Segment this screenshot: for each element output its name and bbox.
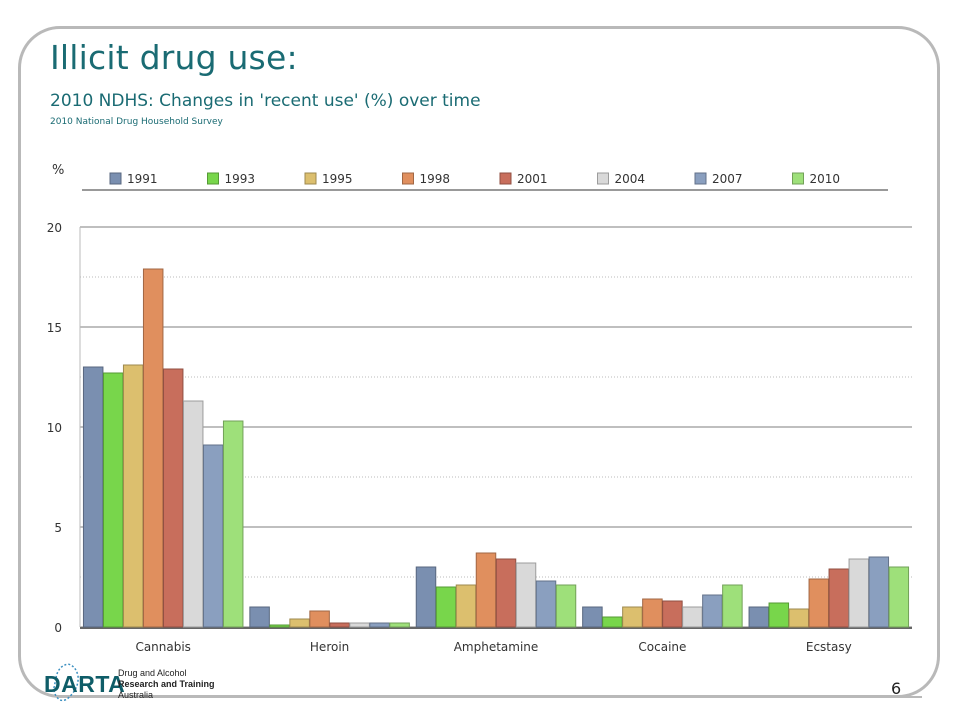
legend-swatch-2004 xyxy=(597,172,609,185)
logo-wordmark: DARTA xyxy=(44,671,126,697)
x-tick-label: Cannabis xyxy=(135,640,191,654)
bar-2004-ecstasy xyxy=(848,558,870,628)
bars xyxy=(82,268,910,628)
bar-2007-amphetamine xyxy=(535,580,557,628)
y-tick-label: 0 xyxy=(54,621,62,635)
bar-2010-heroin xyxy=(389,622,410,628)
legend-label-1998: 1998 xyxy=(420,172,451,186)
source-note: 2010 National Drug Household Survey xyxy=(50,117,223,127)
axis-labels: % 0 5 10 15 20 Cannabis Heroin Amphetamine Cocain… xyxy=(47,163,852,654)
bar-2010-cocaine xyxy=(722,584,743,628)
bar-2010-ecstasy xyxy=(888,566,910,628)
bar-2004-amphetamine xyxy=(515,562,537,628)
bar-2001-amphetamine xyxy=(495,558,517,628)
legend-label-1991: 1991 xyxy=(127,172,158,186)
y-tick-label: 10 xyxy=(47,421,62,435)
bar-2007-cannabis xyxy=(202,444,224,628)
bar-1991-cocaine xyxy=(582,606,603,628)
bar-2001-heroin xyxy=(329,622,350,628)
bar-2007-heroin xyxy=(369,622,390,628)
bar-2004-cannabis xyxy=(182,400,204,628)
legend-swatch-2007 xyxy=(694,172,707,185)
x-tick-label: Ecstasy xyxy=(806,640,852,654)
bar-1995-amphetamine xyxy=(455,584,477,628)
legend-label-1993: 1993 xyxy=(225,172,256,186)
logo-line-1: Drug and Alcohol xyxy=(118,668,187,678)
bar-1993-cannabis xyxy=(102,372,124,628)
bar-2004-cocaine xyxy=(682,606,703,628)
legend-swatch-1998 xyxy=(402,172,414,185)
logo-text: Drug and Alcohol Research and Training A… xyxy=(118,668,215,701)
darta-logo: DARTA Drug and Alcohol Research and Trai… xyxy=(40,656,230,714)
slide-title: Illicit drug use: xyxy=(50,38,298,77)
legend: 1991 1993 1995 1998 2001 2004 2007 2010 xyxy=(82,172,888,191)
legend-label-2010: 2010 xyxy=(810,172,841,186)
bar-2001-cocaine xyxy=(662,600,683,628)
legend-label-2004: 2004 xyxy=(615,172,646,186)
y-tick-label: 20 xyxy=(47,221,62,235)
bar-1995-ecstasy xyxy=(788,608,810,628)
legend-label-1995: 1995 xyxy=(322,172,353,186)
slide-subtitle: 2010 NDHS: Changes in 'recent use' (%) o… xyxy=(50,91,481,111)
bar-1998-cannabis xyxy=(142,268,164,628)
y-tick-label: 15 xyxy=(47,321,62,335)
legend-swatch-1991 xyxy=(109,172,122,185)
legend-swatch-2001 xyxy=(499,172,512,185)
australia-map-icon xyxy=(53,663,79,702)
bar-1991-ecstasy xyxy=(748,606,770,628)
legend-label-2007: 2007 xyxy=(712,172,743,186)
bar-1995-cannabis xyxy=(122,364,144,628)
x-tick-label: Heroin xyxy=(310,640,349,654)
legend-swatch-2010 xyxy=(792,172,804,185)
bar-1998-ecstasy xyxy=(808,578,830,628)
y-tick-label: 5 xyxy=(54,521,62,535)
bar-2001-cannabis xyxy=(162,368,184,628)
legend-label-2001: 2001 xyxy=(517,172,548,186)
x-tick-label: Amphetamine xyxy=(454,640,539,654)
bar-1998-amphetamine xyxy=(475,552,497,628)
footer-divider xyxy=(222,696,922,698)
bar-1995-cocaine xyxy=(622,606,643,628)
y-axis-label: % xyxy=(52,163,64,178)
bar-1998-cocaine xyxy=(642,598,663,628)
legend-swatch-1993 xyxy=(207,172,219,185)
bar-2001-ecstasy xyxy=(828,568,850,628)
bar-2010-amphetamine xyxy=(555,584,577,628)
bar-1993-amphetamine xyxy=(435,586,457,628)
bar-2004-heroin xyxy=(349,622,370,628)
page-number: 6 xyxy=(891,679,902,698)
bar-1995-heroin xyxy=(289,618,310,628)
bar-2007-cocaine xyxy=(702,594,723,628)
logo-line-3: Australia xyxy=(118,690,154,700)
bar-1991-heroin xyxy=(249,606,270,628)
logo-line-2: Research and Training xyxy=(118,679,215,689)
x-tick-label: Cocaine xyxy=(638,640,686,654)
bar-1993-heroin xyxy=(269,624,290,628)
bar-1993-cocaine xyxy=(602,616,623,628)
bar-1998-heroin xyxy=(309,610,330,628)
legend-swatch-1995 xyxy=(304,172,317,185)
bar-1991-amphetamine xyxy=(415,566,437,628)
bar-1991-cannabis xyxy=(82,366,104,628)
bar-1993-ecstasy xyxy=(768,602,790,628)
bar-2007-ecstasy xyxy=(868,556,890,628)
bar-2010-cannabis xyxy=(222,420,244,628)
